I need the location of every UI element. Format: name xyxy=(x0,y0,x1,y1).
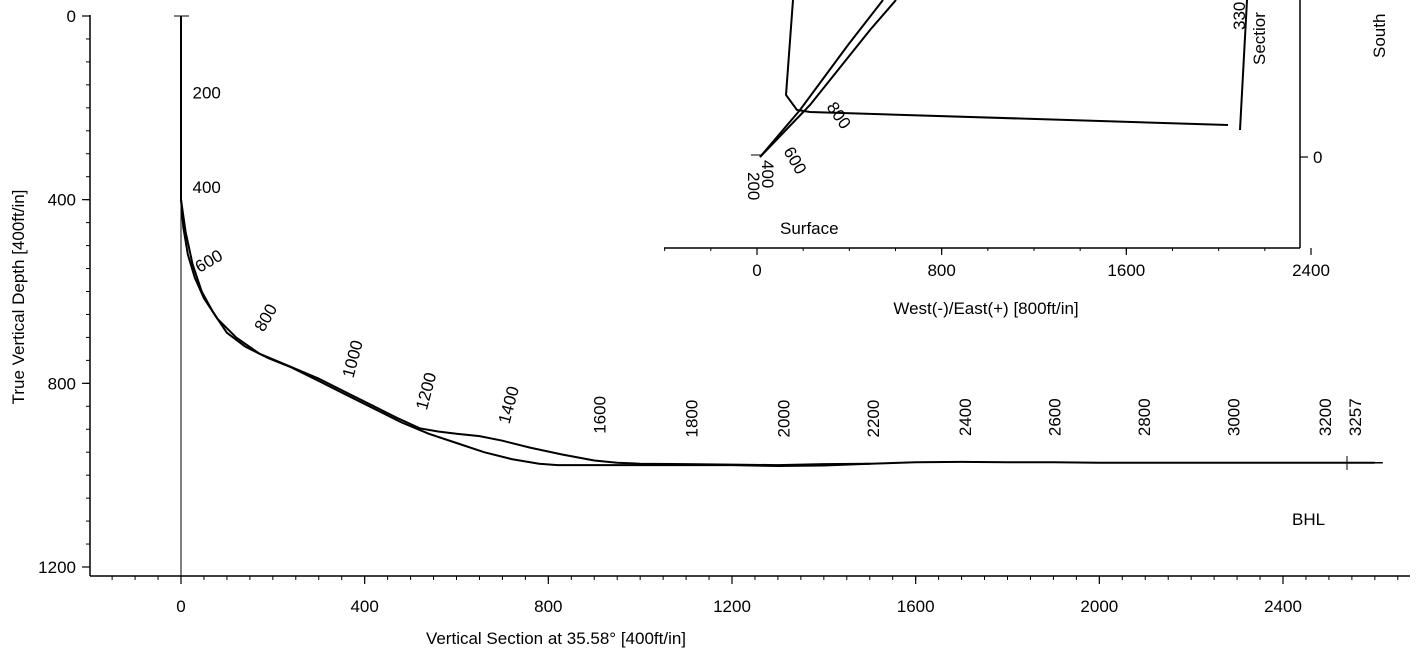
md-label-2800: 2800 xyxy=(1135,398,1154,436)
x-tick-label: 2400 xyxy=(1264,597,1302,616)
y-tick-label: 400 xyxy=(48,191,76,210)
inset-x-tick-label: 800 xyxy=(927,261,955,280)
md-label-400: 400 xyxy=(193,178,221,197)
inset-chart: 0 800 1600 2400 0 200 400 600 800 Surface 3… xyxy=(664,0,1389,318)
md-label-600: 600 xyxy=(192,246,226,277)
inset-x-ticks: 0 800 1600 2400 xyxy=(664,248,1330,280)
x-tick-label: 1600 xyxy=(897,597,935,616)
main-x-ticks: 0 400 800 1200 1600 2000 2400 xyxy=(176,576,1302,616)
bhl-label: BHL xyxy=(1292,510,1325,529)
md-label-3257: 3257 xyxy=(1346,398,1365,436)
inset-330-label: 330 xyxy=(1230,2,1249,30)
x-tick-label: 0 xyxy=(176,597,185,616)
md-label-2000: 2000 xyxy=(774,400,793,438)
inset-x-axis-title: West(-)/East(+) [800ft/in] xyxy=(893,299,1078,318)
md-label-1600: 1600 xyxy=(591,396,610,434)
y-tick-label: 1200 xyxy=(38,558,76,577)
inset-md-label-200: 200 xyxy=(744,172,763,200)
inset-section-line xyxy=(1239,0,1248,131)
md-label-200: 200 xyxy=(193,84,221,103)
md-label-1400: 1400 xyxy=(495,384,523,425)
inset-x-tick-label: 1600 xyxy=(1107,261,1145,280)
md-label-2400: 2400 xyxy=(956,398,975,436)
wellbore-profile-line-1 xyxy=(180,16,1375,467)
y-tick-label: 800 xyxy=(48,374,76,393)
inset-wellbore-diagonal-b xyxy=(759,0,897,158)
md-label-3200: 3200 xyxy=(1316,398,1335,436)
inset-y-ticks: 0 xyxy=(1300,148,1322,167)
inset-wellbore-upper-path xyxy=(784,0,1229,126)
x-tick-label: 1200 xyxy=(713,597,751,616)
x-tick-label: 400 xyxy=(350,597,378,616)
x-tick-label: 2000 xyxy=(1080,597,1118,616)
inset-md-label-600: 600 xyxy=(780,144,811,178)
md-label-1800: 1800 xyxy=(683,400,702,438)
inset-y-axis-title: South xyxy=(1370,14,1389,58)
main-y-ticks: 0 400 800 1200 xyxy=(38,7,90,577)
surface-label: Surface xyxy=(780,219,839,238)
inset-md-label-400: 400 xyxy=(758,160,777,188)
main-x-axis-title: Vertical Section at 35.58° [400ft/in] xyxy=(426,629,686,648)
main-y-axis-title: True Vertical Depth [400ft/in] xyxy=(9,190,28,405)
x-tick-label: 800 xyxy=(534,597,562,616)
inset-x-tick-label: 2400 xyxy=(1292,261,1330,280)
inset-md-label-800: 800 xyxy=(823,98,855,132)
md-label-800: 800 xyxy=(251,301,282,335)
inset-section-label: Sectior xyxy=(1250,12,1269,65)
main-series xyxy=(180,16,1383,468)
md-label-1200: 1200 xyxy=(412,370,440,411)
md-label-1000: 1000 xyxy=(339,338,367,379)
inset-y-tick-label: 0 xyxy=(1313,148,1322,167)
inset-wellbore-diagonal-a xyxy=(759,0,884,158)
md-label-3000: 3000 xyxy=(1224,398,1243,436)
wellbore-profile-line-2 xyxy=(180,16,870,468)
main-minor-ticks xyxy=(86,15,1399,580)
md-label-2600: 2600 xyxy=(1045,398,1064,436)
y-tick-label: 0 xyxy=(67,7,76,26)
md-label-2200: 2200 xyxy=(864,400,883,438)
inset-x-tick-label: 0 xyxy=(752,261,761,280)
